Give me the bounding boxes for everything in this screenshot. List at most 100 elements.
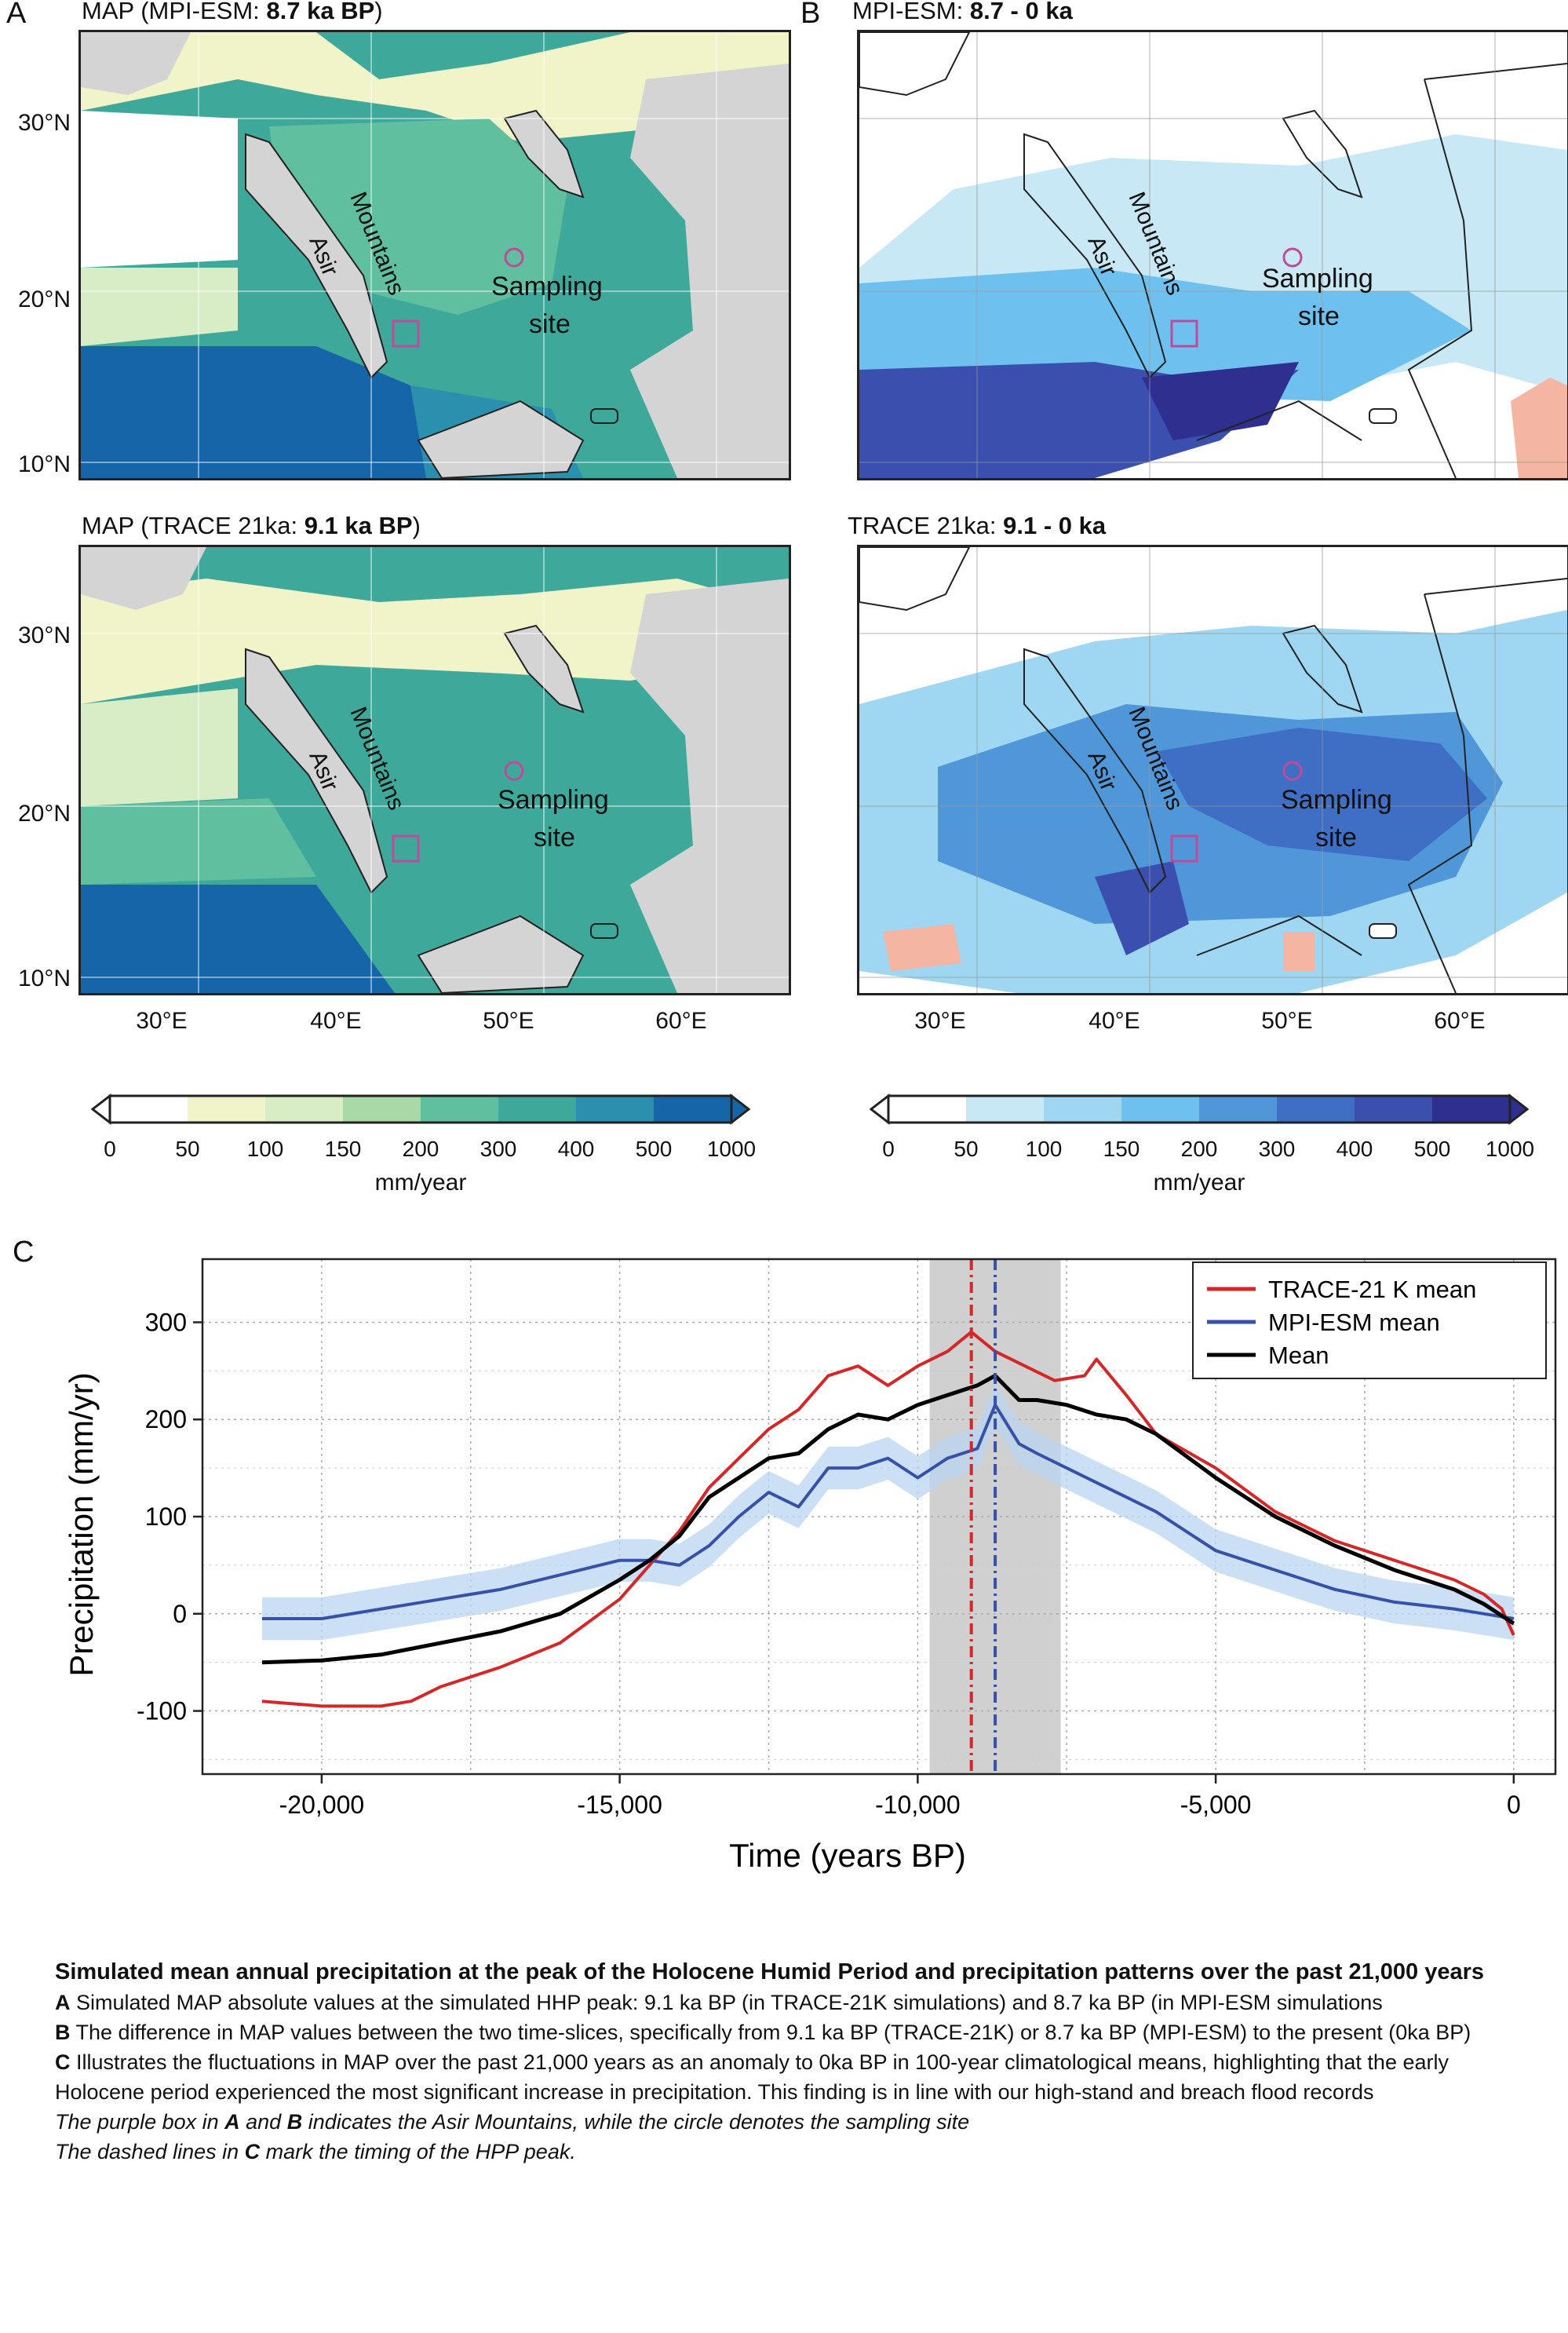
series-line-mean: [261, 1374, 1515, 1665]
colorbar-swatch: [888, 1096, 966, 1123]
lon-tick-30e-a: 30°E: [136, 1008, 188, 1034]
colorbar-difference-unit: mm/year: [1153, 1170, 1245, 1196]
lon-tick-40e-b: 40°E: [1088, 1008, 1140, 1034]
x-tick-label: -15,000: [577, 1791, 662, 1819]
y-tick-label: 0: [173, 1600, 187, 1628]
panel-b-bottom-title: TRACE 21ka: 9.1 - 0 ka: [848, 512, 1107, 539]
legend-label: MPI-ESM mean: [1268, 1309, 1440, 1336]
colorbar-swatch: [265, 1096, 343, 1123]
lat-tick-10n-a1: 10°N: [17, 451, 71, 477]
sampling-label-a1: Sampling: [491, 272, 603, 301]
caption-c: C Illustrates the fluctuations in MAP ov…: [55, 2050, 1449, 2104]
colorbar-extend-high: [1508, 1093, 1529, 1126]
colorbar-tick-label: 150: [324, 1137, 362, 1161]
colorbar-tick-label: 50: [175, 1137, 200, 1161]
colorbar-swatch: [1355, 1096, 1432, 1123]
colorbar-swatch: [1044, 1096, 1121, 1123]
map-a-mpi-esm: [78, 30, 791, 480]
map-a-trace21ka: [78, 545, 791, 995]
caption-note-dashed-lines: The dashed lines in C mark the timing of…: [55, 2140, 576, 2163]
lon-tick-50e-b: 50°E: [1261, 1008, 1313, 1034]
panel-b-letter: B: [800, 0, 821, 30]
sampling-label-b2: Sampling: [1281, 785, 1392, 815]
colorbar-swatch: [1199, 1096, 1277, 1123]
x-tick-label: -5,000: [1180, 1791, 1252, 1819]
colorbar-tick-label: 500: [1413, 1137, 1451, 1161]
lon-tick-30e-b: 30°E: [914, 1008, 966, 1034]
lon-tick-60e-b: 60°E: [1434, 1008, 1486, 1034]
colorbar-tick-label: 200: [402, 1137, 439, 1161]
lat-tick-20n-a1: 20°N: [17, 287, 71, 312]
colorbar-tick-label: 50: [954, 1137, 979, 1161]
colorbar-tick-label: 500: [635, 1137, 673, 1161]
x-axis-title: Time (years BP): [729, 1837, 966, 1874]
colorbar-swatch: [654, 1096, 731, 1123]
caption-a: A Simulated MAP absolute values at the s…: [55, 1991, 1383, 2014]
panel-a-letter: A: [6, 0, 27, 30]
colorbar-swatch: [1277, 1096, 1355, 1123]
panel-a-top-title: MAP (MPI-ESM: 8.7 ka BP): [82, 0, 383, 24]
y-tick-label: -100: [137, 1697, 187, 1725]
y-axis-title: Precipitation (mm/yr): [63, 1372, 100, 1676]
colorbar-swatch: [1121, 1096, 1199, 1123]
figure-caption: Simulated mean annual precipitation at t…: [55, 1956, 1515, 2167]
map-b-trace21ka-diff: [857, 545, 1568, 995]
colorbar-tick-label: 100: [1025, 1137, 1063, 1161]
colorbar-swatch: [966, 1096, 1044, 1123]
colorbar-tick-label: 400: [1336, 1137, 1373, 1161]
colorbar-absolute-unit: mm/year: [374, 1170, 467, 1196]
colorbar-tick-label: 300: [1258, 1137, 1296, 1161]
colorbar-tick-label: 300: [480, 1137, 517, 1161]
lat-tick-30n-a1: 30°N: [17, 110, 71, 136]
colorbar-swatch: [498, 1096, 576, 1123]
x-tick-label: -20,000: [279, 1791, 365, 1819]
map-b-mpi-esm-diff: [857, 30, 1568, 480]
colorbar-tick-label: 1000: [1485, 1137, 1535, 1161]
y-tick-label: 300: [145, 1308, 187, 1336]
colorbar-swatch: [421, 1096, 498, 1123]
colorbar-tick-label: 1000: [706, 1137, 757, 1161]
legend-label: Mean: [1268, 1342, 1329, 1369]
panel-b-top-title: MPI-ESM: 8.7 - 0 ka: [852, 0, 1073, 24]
x-tick-label: -10,000: [875, 1791, 961, 1819]
colorbar-swatch: [188, 1096, 265, 1123]
colorbar-extend-low: [91, 1093, 111, 1126]
colorbar-extend-high: [730, 1093, 750, 1126]
colorbar-tick-label: 0: [882, 1137, 895, 1161]
panel-c-letter: C: [13, 1236, 35, 1269]
colorbar-swatch: [1432, 1096, 1510, 1123]
x-tick-label: 0: [1507, 1791, 1521, 1819]
site-label-b2: site: [1315, 823, 1357, 853]
lat-tick-10n-a2: 10°N: [17, 966, 71, 991]
site-label-a2: site: [534, 823, 575, 853]
colorbar-difference: [870, 1093, 1529, 1126]
sampling-label-a2: Sampling: [498, 785, 609, 815]
caption-title: Simulated mean annual precipitation at t…: [55, 1959, 1485, 1984]
site-label-a1: site: [529, 309, 571, 339]
colorbar-tick-label: 150: [1103, 1137, 1140, 1161]
colorbar-tick-label: 0: [104, 1137, 116, 1161]
caption-b: B The difference in MAP values between t…: [55, 2021, 1471, 2044]
y-tick-label: 200: [145, 1405, 187, 1433]
colorbar-tick-label: 200: [1180, 1137, 1218, 1161]
precipitation-time-series-chart: 300 200 100 0 -100 -20,000 -15,000 -10,000 -5,00…: [63, 1258, 1557, 1874]
colorbar-swatch: [110, 1096, 188, 1123]
mpi-esm-spread-band: [261, 1383, 1514, 1641]
lon-tick-40e-a: 40°E: [310, 1008, 362, 1034]
panel-a-bottom-title: MAP (TRACE 21ka: 9.1 ka BP): [82, 512, 421, 539]
lat-tick-20n-a2: 20°N: [17, 801, 71, 827]
lon-tick-60e-a: 60°E: [655, 1008, 707, 1034]
site-label-b1: site: [1298, 301, 1340, 331]
colorbar-extend-low: [870, 1093, 890, 1126]
colorbar-swatch: [343, 1096, 421, 1123]
colorbar-absolute: [91, 1093, 750, 1126]
series-line-trace21k: [261, 1330, 1515, 1708]
colorbar-swatch: [576, 1096, 654, 1123]
lon-tick-50e-a: 50°E: [483, 1008, 534, 1034]
colorbar-tick-label: 400: [557, 1137, 595, 1161]
colorbar-tick-label: 100: [246, 1137, 284, 1161]
legend-label: TRACE-21 K mean: [1268, 1276, 1476, 1303]
sampling-label-b1: Sampling: [1262, 264, 1373, 294]
y-tick-label: 100: [145, 1502, 187, 1531]
lat-tick-30n-a2: 30°N: [17, 622, 71, 648]
